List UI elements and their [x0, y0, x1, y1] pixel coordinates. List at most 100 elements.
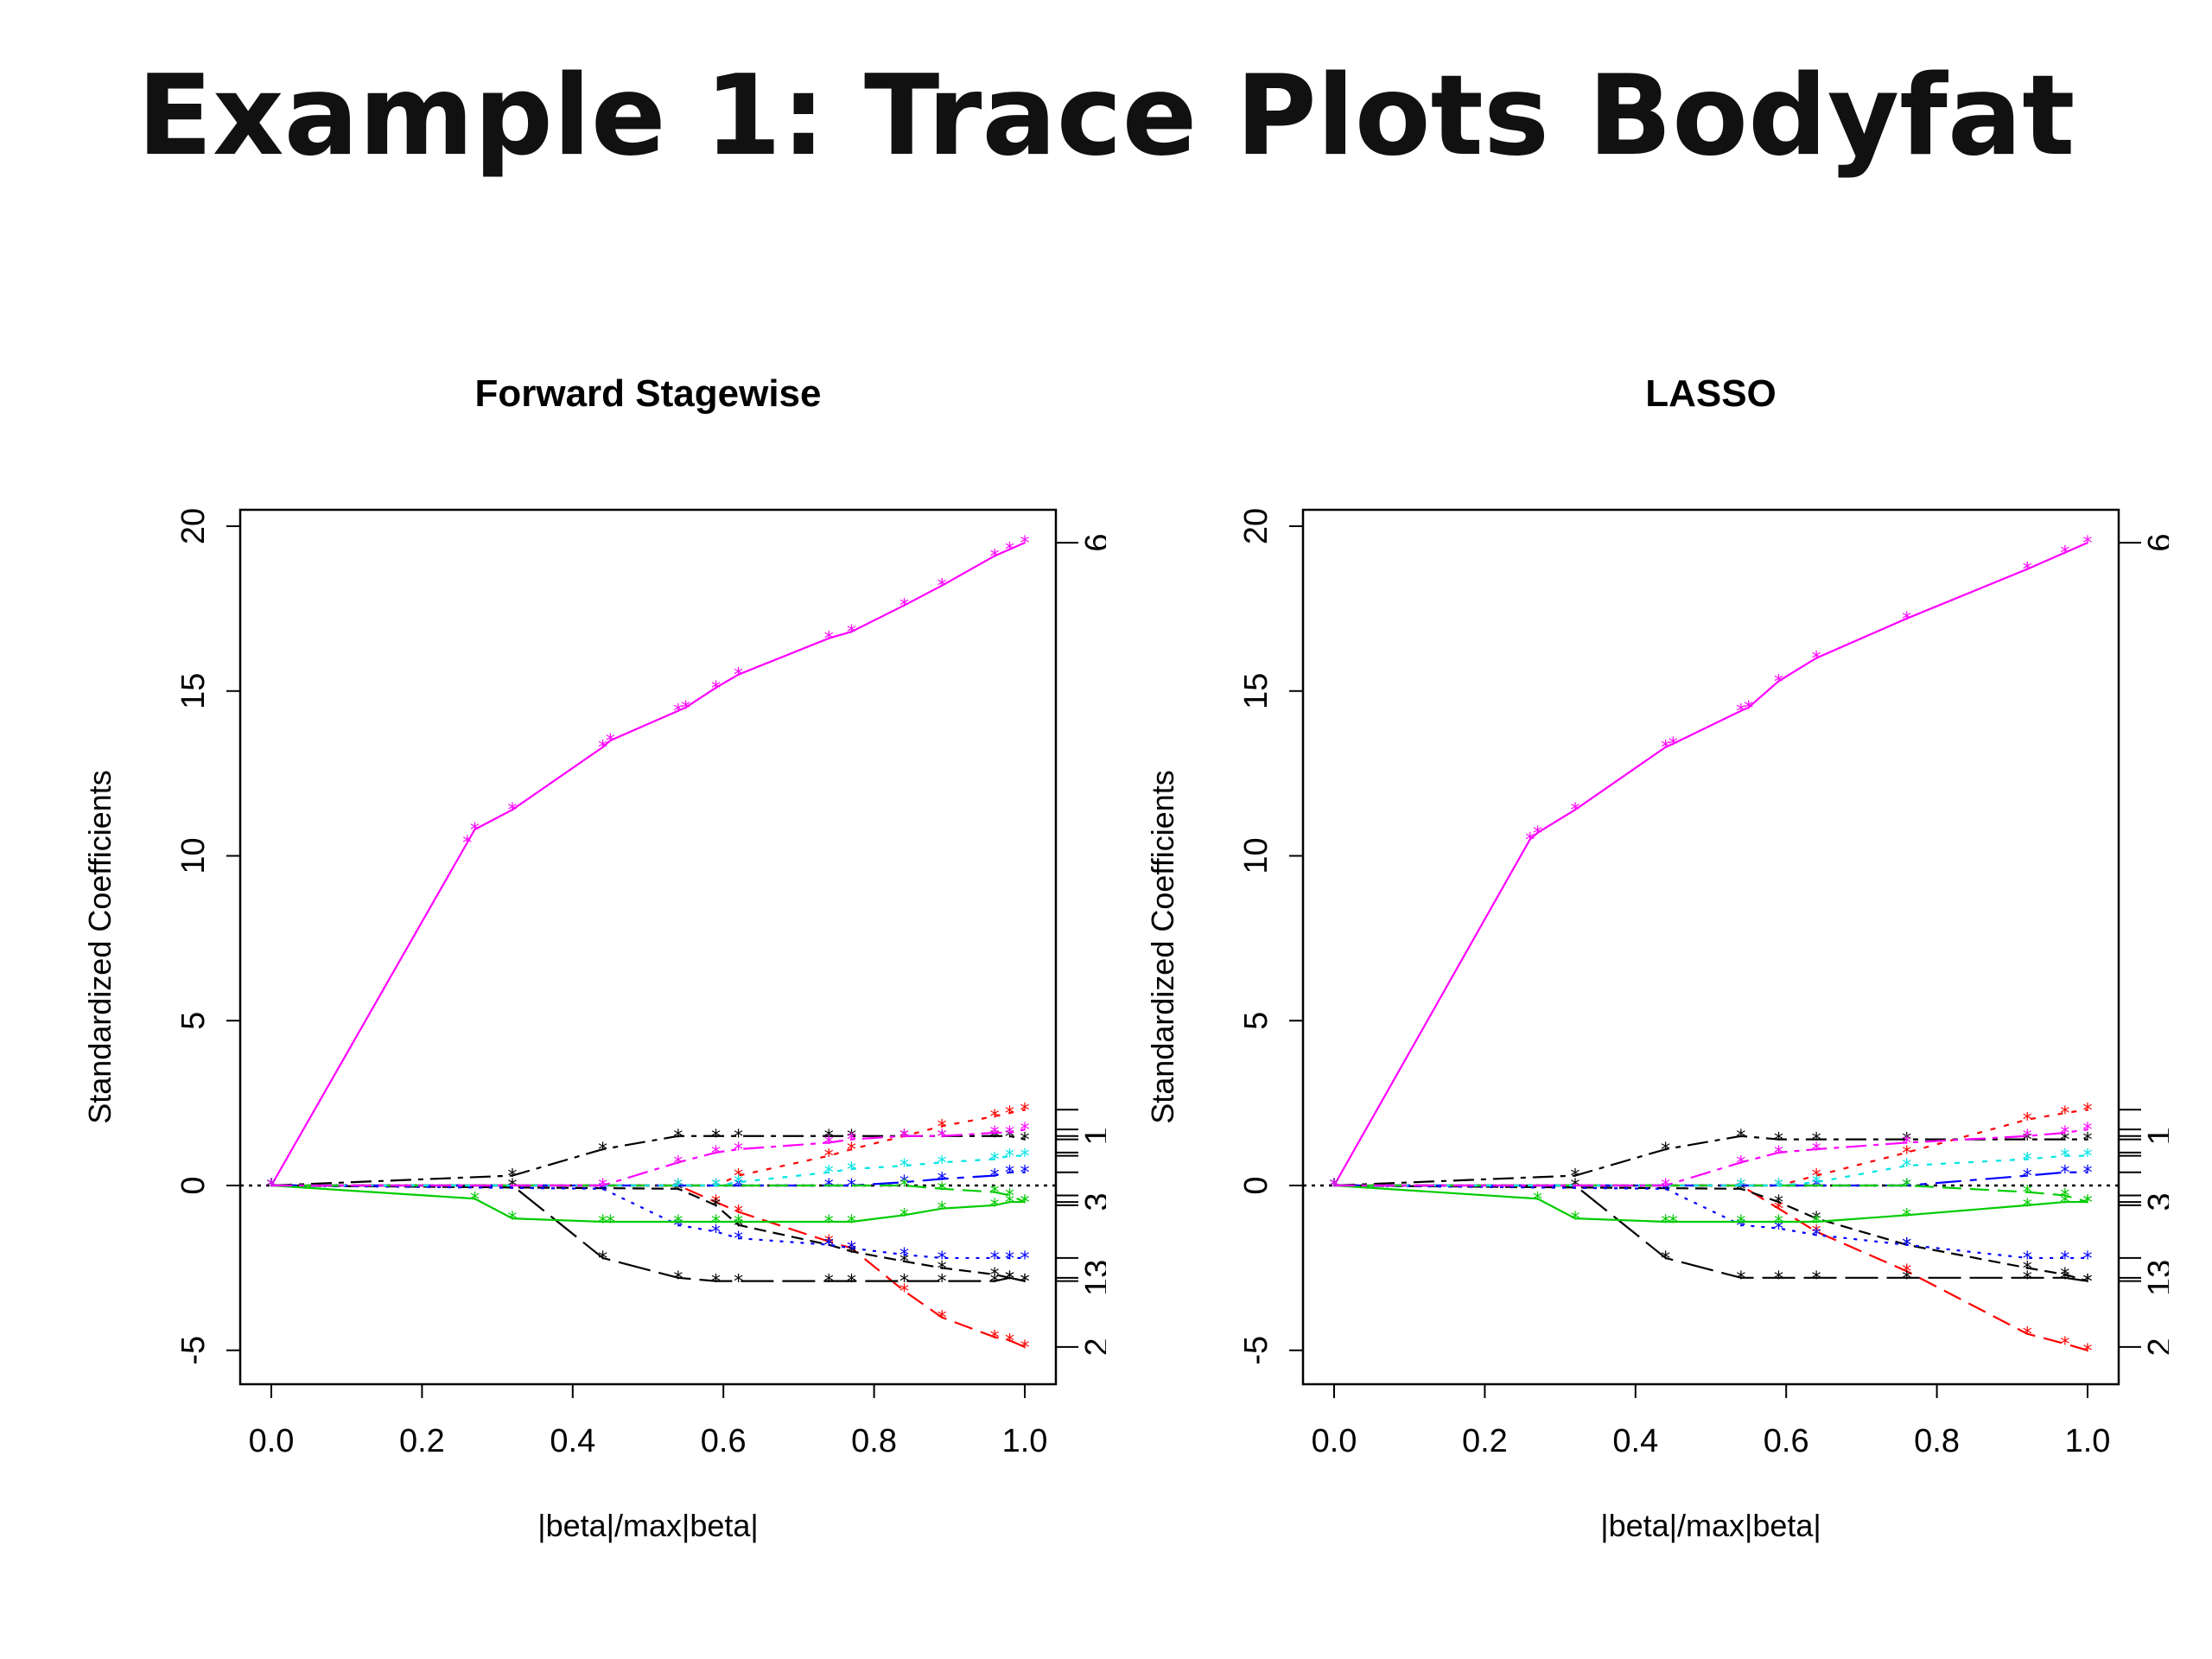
data-point: * — [1736, 1153, 1745, 1174]
data-point: * — [1902, 1176, 1911, 1198]
data-point: * — [990, 1166, 1000, 1188]
data-point: * — [1774, 1176, 1783, 1198]
plot-frame — [238, 508, 1058, 1386]
data-point: * — [899, 1272, 909, 1294]
data-point: * — [1005, 1268, 1014, 1290]
data-point: * — [847, 622, 856, 644]
right-axis-label: 13 — [2142, 1260, 2169, 1296]
data-point: * — [1661, 1179, 1670, 1201]
data-point: * — [938, 1249, 947, 1270]
data-point: * — [1902, 1156, 1911, 1178]
data-point: * — [1330, 1176, 1339, 1198]
data-point: * — [1744, 698, 1753, 720]
data-point: * — [734, 1140, 743, 1161]
data-point: * — [1005, 1249, 1014, 1270]
series-3: * * ** ** * * * * — [267, 1100, 1030, 1198]
data-point: * — [847, 1272, 856, 1294]
data-point: * — [938, 1127, 947, 1148]
data-point: * — [1525, 830, 1535, 851]
data-point: * — [938, 1272, 947, 1294]
data-point: * — [267, 1176, 276, 1198]
data-point: * — [1005, 1163, 1014, 1185]
data-point: * — [1736, 1212, 1745, 1234]
series-12: * ** * * * * * * — [1330, 1120, 2093, 1198]
series-6: * **** * * * * * * — [267, 1176, 1030, 1294]
right-axis-label: 1 — [2142, 1127, 2169, 1145]
data-point: * — [734, 1127, 743, 1148]
data-point: * — [598, 738, 607, 760]
series-line — [1333, 1184, 2088, 1282]
data-point: * — [990, 1127, 1000, 1148]
y-tick-label: 20 — [175, 508, 212, 544]
data-point: * — [990, 1196, 1000, 1217]
slide-title: Example 1: Trace Plots Bodyfat — [137, 52, 2075, 181]
data-point: * — [673, 1176, 683, 1198]
data-point: * — [1902, 1176, 1911, 1198]
data-point: * — [899, 1205, 909, 1227]
data-point: * — [1774, 1192, 1783, 1214]
data-point: * — [681, 698, 690, 720]
data-point: * — [2060, 1265, 2069, 1287]
data-point: * — [2060, 1163, 2069, 1185]
data-point: * — [1020, 1192, 1030, 1214]
data-point: * — [2023, 1127, 2032, 1148]
data-point: * — [1005, 1127, 1014, 1148]
x-axis-label: |beta|/max|beta| — [537, 1508, 759, 1543]
series-line — [1334, 1109, 2088, 1187]
data-point: * — [1020, 1147, 1030, 1168]
data-point: * — [847, 1176, 856, 1198]
data-point: * — [267, 1176, 276, 1198]
data-point: * — [2023, 1249, 2032, 1270]
data-point: * — [1812, 1268, 1821, 1290]
data-point: * — [1571, 1176, 1580, 1198]
data-point: * — [1812, 1166, 1821, 1188]
data-point: * — [2023, 560, 2032, 582]
y-tick-label: 10 — [1238, 837, 1274, 874]
data-point: * — [1902, 1236, 1911, 1257]
data-point: * — [2060, 1268, 2069, 1290]
data-point: * — [824, 1176, 834, 1198]
data-point: * — [267, 1176, 276, 1198]
data-point: * — [606, 731, 615, 753]
data-point: * — [990, 1265, 1000, 1287]
data-point: * — [1330, 1176, 1339, 1198]
data-point: * — [1736, 1268, 1745, 1290]
data-point: * — [267, 1176, 276, 1198]
data-point: * — [1902, 1262, 1911, 1283]
chart-title: Forward Stagewise — [474, 372, 821, 415]
series-line — [271, 1184, 1026, 1282]
data-point: * — [1330, 1176, 1339, 1198]
data-point: * — [2083, 533, 2093, 555]
x-tick-label: 0.2 — [1462, 1423, 1508, 1459]
series-11: * * * ** * * * — [1330, 1147, 2093, 1198]
series-line — [1333, 542, 2088, 1186]
x-tick-label: 0.6 — [701, 1423, 747, 1459]
data-point: * — [2023, 1196, 2032, 1217]
data-point: * — [2023, 1110, 2032, 1132]
data-point: * — [1774, 1130, 1783, 1152]
series-5: * *** * * * * * * — [1330, 1176, 2093, 1294]
data-point: * — [1020, 1130, 1030, 1152]
data-point: * — [847, 1212, 856, 1234]
series-9: *** ** * * * * * * * * * * — [267, 1176, 1030, 1234]
data-point: * — [267, 1176, 276, 1198]
data-point: * — [673, 1216, 683, 1237]
data-point: * — [938, 576, 947, 598]
data-point: * — [990, 1183, 1000, 1205]
data-point: * — [2083, 1163, 2093, 1185]
series-line — [271, 1109, 1026, 1187]
data-point: * — [267, 1176, 276, 1198]
data-point: * — [899, 596, 909, 618]
data-point: * — [824, 1272, 834, 1294]
data-point: * — [1774, 1143, 1783, 1165]
data-point: * — [990, 1149, 1000, 1171]
data-point: * — [267, 1176, 276, 1198]
data-point: * — [734, 1216, 743, 1237]
data-point: * — [899, 1281, 909, 1303]
data-point: * — [1661, 1212, 1670, 1234]
data-point: * — [734, 665, 743, 687]
data-point: * — [734, 1272, 743, 1294]
data-point: * — [1005, 1331, 1014, 1352]
data-point: * — [2083, 1192, 2093, 1214]
data-point: * — [1812, 649, 1821, 671]
